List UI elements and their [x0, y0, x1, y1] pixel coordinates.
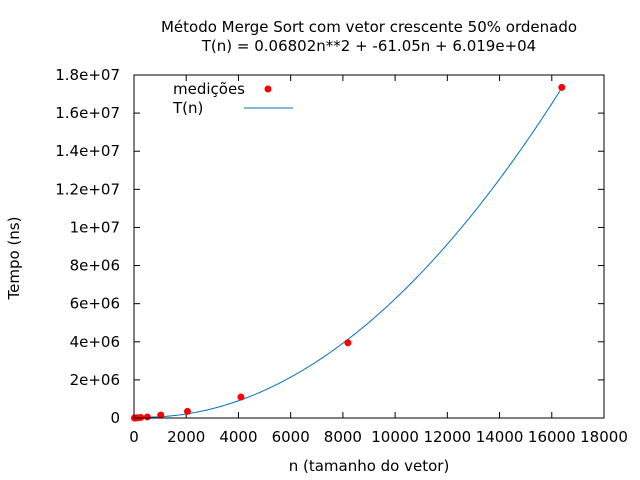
y-tick-label: 8e+06 — [70, 257, 120, 275]
data-point — [344, 339, 352, 347]
x-tick-label: 16000 — [528, 428, 576, 446]
series-line-t-n — [133, 87, 563, 418]
y-tick-label: 1e+07 — [70, 218, 120, 236]
legend: medições T(n) — [172, 80, 293, 117]
x-tick-label: 18000 — [580, 428, 628, 446]
y-tick-label: 4e+06 — [70, 333, 120, 351]
chart-title: Método Merge Sort com vetor crescente 50… — [161, 18, 577, 36]
plot-frame — [133, 74, 605, 419]
y-tick-label: 1.6e+07 — [55, 104, 120, 122]
chart-subtitle: T(n) = 0.06802n**2 + -61.05n + 6.019e+04 — [201, 37, 536, 55]
x-tick-label: 2000 — [167, 428, 205, 446]
data-point — [237, 393, 245, 401]
data-point — [157, 411, 165, 419]
x-tick-label: 6000 — [272, 428, 310, 446]
series-points-medicoes — [130, 83, 566, 422]
y-tick-label: 6e+06 — [70, 295, 120, 313]
y-tick-label: 1.2e+07 — [55, 180, 120, 198]
data-point — [143, 413, 151, 421]
y-axis-ticks: 0 2e+06 4e+06 6e+06 8e+06 1e+07 1.2e+07 1.4e+07… — [55, 66, 604, 427]
x-axis-label: n (tamanho do vetor) — [289, 457, 450, 475]
x-axis-ticks: 0 2000 4000 6000 8000 10000 12000 14000 16000 180… — [129, 75, 628, 446]
y-axis-label: Tempo (ns) — [5, 217, 23, 301]
data-point — [558, 83, 566, 91]
y-tick-label: 2e+06 — [70, 371, 120, 389]
y-tick-label: 0 — [110, 409, 120, 427]
y-tick-label: 1.8e+07 — [55, 66, 120, 84]
y-tick-label: 1.4e+07 — [55, 142, 120, 160]
x-tick-label: 10000 — [371, 428, 419, 446]
x-tick-label: 8000 — [324, 428, 362, 446]
x-tick-label: 4000 — [219, 428, 257, 446]
legend-label-medicoes: medições — [173, 80, 245, 98]
legend-label-t-n: T(n) — [172, 99, 203, 117]
x-tick-label: 0 — [129, 428, 139, 446]
data-point — [183, 407, 191, 415]
x-tick-label: 14000 — [476, 428, 524, 446]
legend-marker-medicoes — [264, 85, 272, 93]
x-tick-label: 12000 — [423, 428, 471, 446]
